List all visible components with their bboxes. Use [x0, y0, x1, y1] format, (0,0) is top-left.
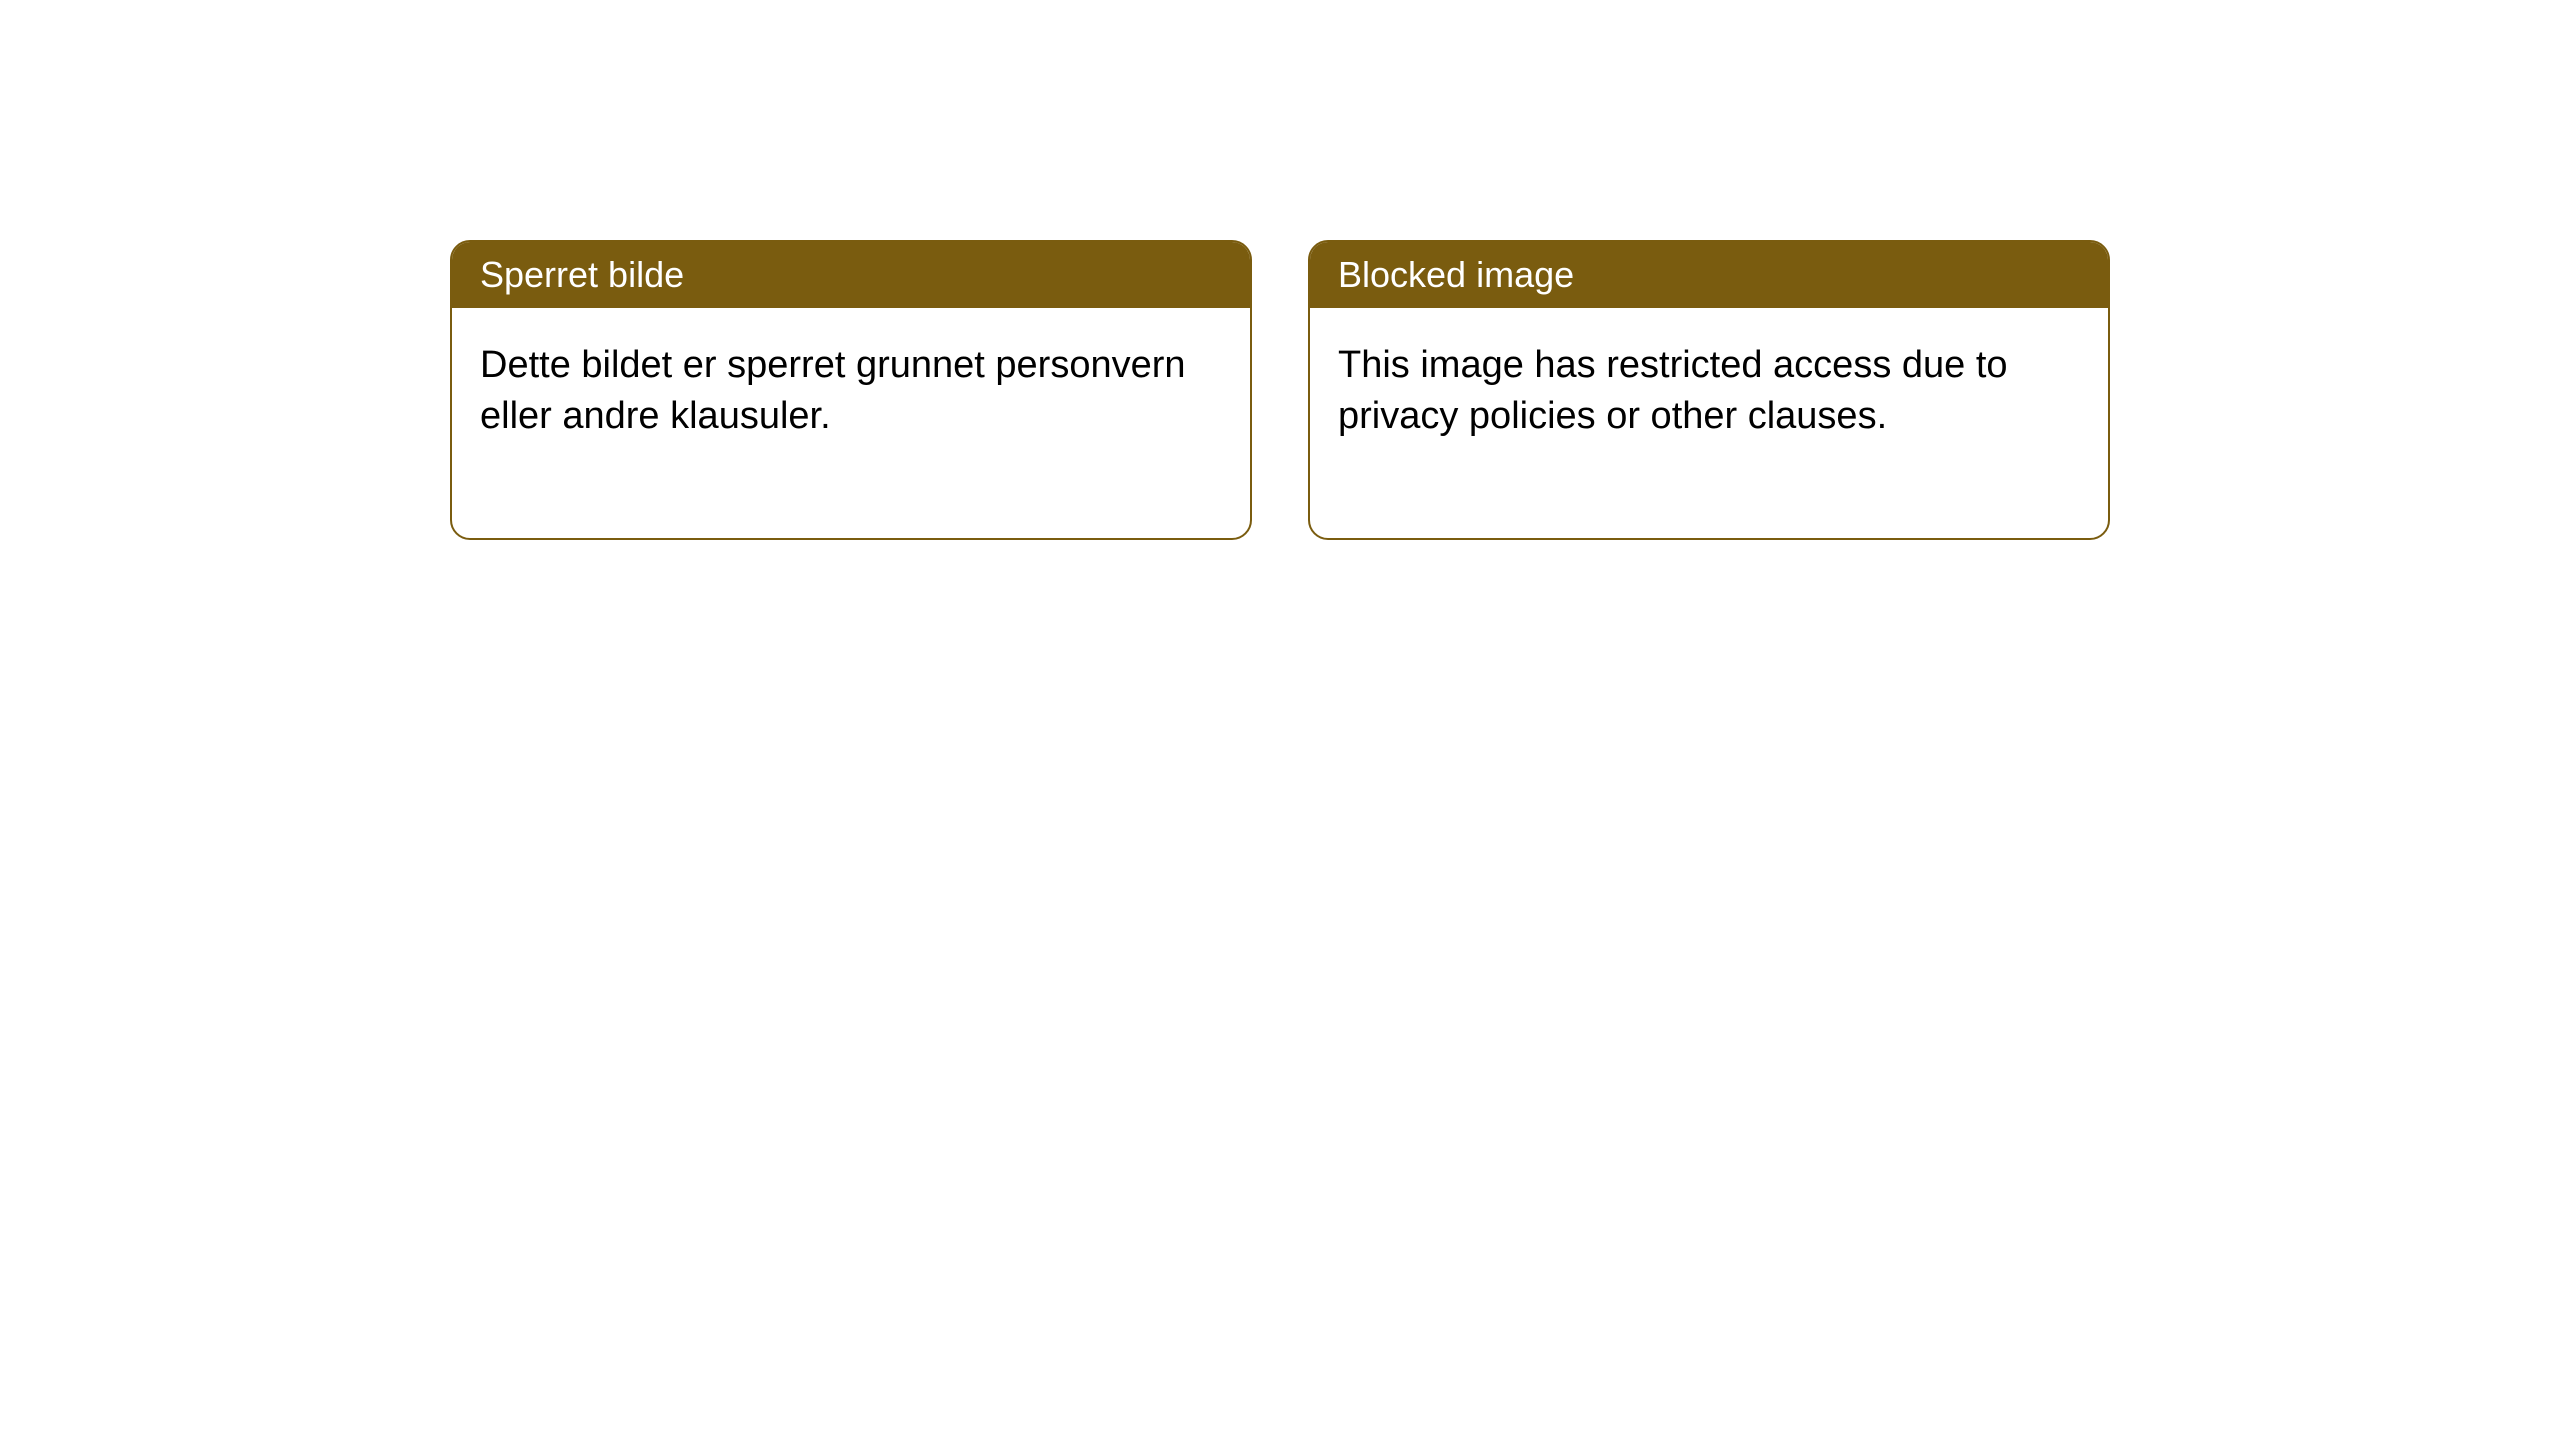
notice-card-english: Blocked image This image has restricted … [1308, 240, 2110, 540]
notice-body-norwegian: Dette bildet er sperret grunnet personve… [452, 308, 1250, 538]
notice-container: Sperret bilde Dette bildet er sperret gr… [450, 240, 2110, 540]
notice-header-norwegian: Sperret bilde [452, 242, 1250, 308]
notice-card-norwegian: Sperret bilde Dette bildet er sperret gr… [450, 240, 1252, 540]
notice-header-english: Blocked image [1310, 242, 2108, 308]
notice-body-english: This image has restricted access due to … [1310, 308, 2108, 538]
